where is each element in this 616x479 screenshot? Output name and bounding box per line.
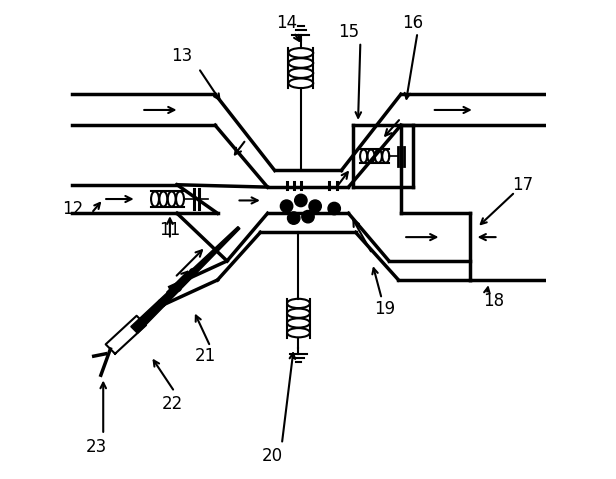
Circle shape [288,212,300,224]
Text: 17: 17 [512,176,533,194]
Text: 21: 21 [195,347,216,365]
Polygon shape [131,227,240,333]
Text: 13: 13 [171,47,192,65]
Text: 19: 19 [374,299,395,318]
Text: 11: 11 [160,221,180,239]
Text: 14: 14 [276,14,297,32]
Circle shape [302,210,314,223]
Text: 18: 18 [483,292,505,310]
Circle shape [280,200,293,212]
Circle shape [158,299,166,307]
Text: 12: 12 [62,200,83,217]
Circle shape [190,269,197,276]
Text: 23: 23 [86,438,107,456]
Circle shape [328,202,341,215]
Circle shape [294,194,307,206]
Text: 22: 22 [161,395,183,413]
Circle shape [309,200,322,212]
Circle shape [174,284,181,292]
Text: 15: 15 [338,23,359,41]
Text: 20: 20 [262,447,283,465]
Text: 16: 16 [402,14,423,32]
